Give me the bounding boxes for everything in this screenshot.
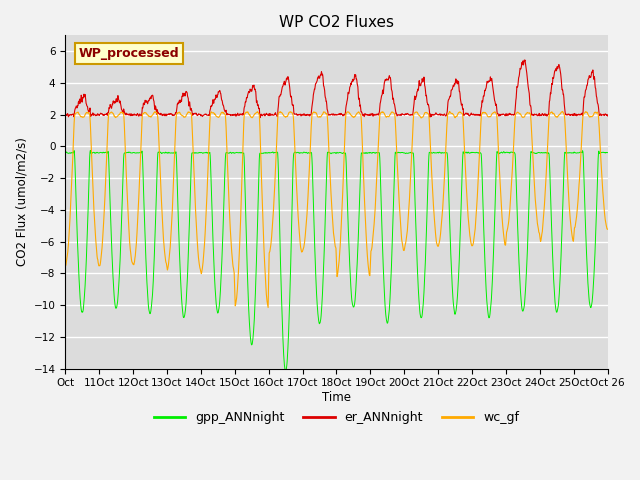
X-axis label: Time: Time [322, 391, 351, 404]
Text: WP_processed: WP_processed [79, 47, 179, 60]
Y-axis label: CO2 Flux (umol/m2/s): CO2 Flux (umol/m2/s) [15, 137, 28, 266]
Legend: gpp_ANNnight, er_ANNnight, wc_gf: gpp_ANNnight, er_ANNnight, wc_gf [149, 406, 524, 429]
Title: WP CO2 Fluxes: WP CO2 Fluxes [279, 15, 394, 30]
